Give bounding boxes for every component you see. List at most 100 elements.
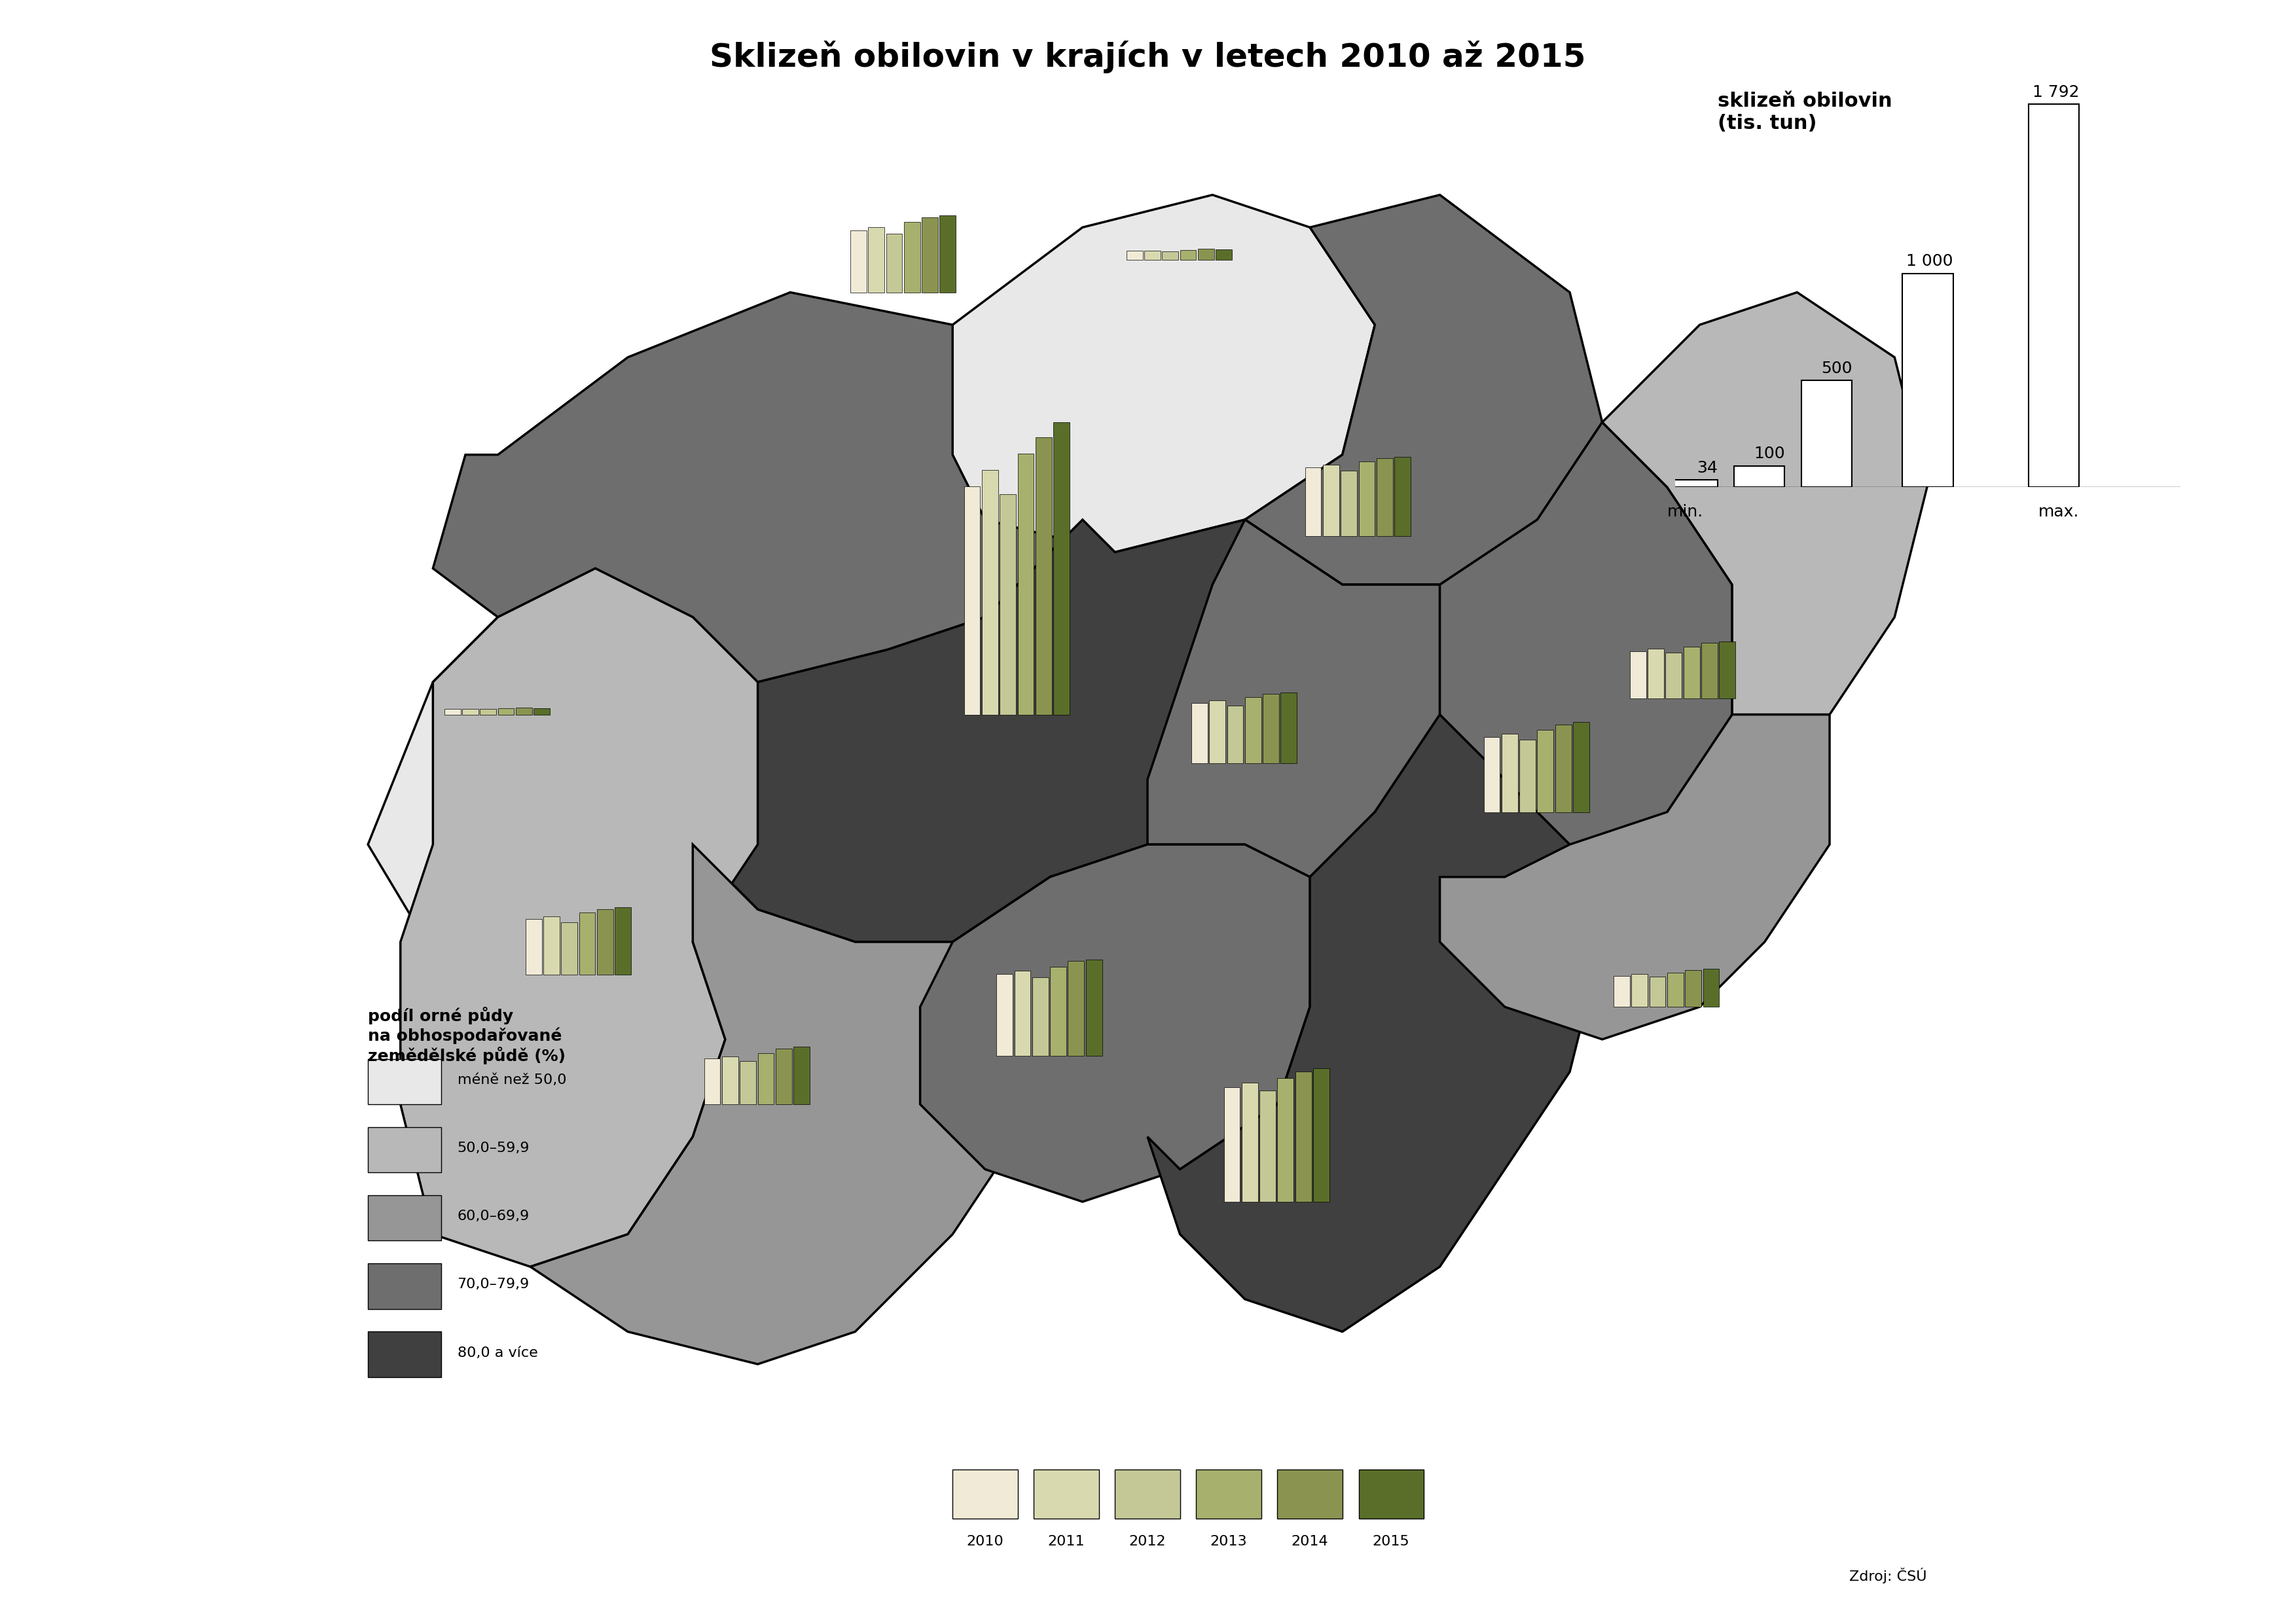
Bar — [904, 222, 920, 292]
Bar — [886, 234, 902, 292]
Bar — [1666, 653, 1682, 698]
Bar — [1033, 978, 1049, 1056]
Text: 500: 500 — [1820, 361, 1852, 377]
Bar — [578, 913, 594, 974]
Polygon shape — [920, 844, 1310, 1202]
Bar — [1538, 729, 1554, 812]
Bar — [1051, 966, 1067, 1056]
Bar — [1572, 723, 1588, 812]
Bar — [445, 710, 461, 715]
Bar — [794, 1046, 810, 1104]
Text: 1 792: 1 792 — [2033, 84, 2079, 101]
Bar — [1281, 692, 1297, 763]
Text: méně než 50,0: méně než 50,0 — [457, 1073, 567, 1086]
Text: 70,0–79,9: 70,0–79,9 — [457, 1278, 530, 1291]
Bar — [1802, 380, 1852, 487]
Bar — [1242, 1083, 1258, 1202]
Bar — [739, 1060, 755, 1104]
Bar — [367, 1263, 441, 1309]
Bar — [1650, 976, 1666, 1007]
Text: 80,0 a více: 80,0 a více — [457, 1346, 537, 1359]
Text: 100: 100 — [1753, 447, 1786, 461]
Bar — [367, 1195, 441, 1241]
Polygon shape — [1148, 520, 1439, 877]
Bar — [1685, 646, 1701, 698]
Polygon shape — [952, 195, 1375, 552]
Text: podíl orné půdy
na obhospodařované
zemědělské půdě (%): podíl orné půdy na obhospodařované zeměd… — [367, 1007, 565, 1064]
Bar — [1359, 1470, 1423, 1518]
Bar — [776, 1049, 792, 1104]
Bar — [757, 1052, 773, 1104]
Bar — [2029, 104, 2079, 487]
Bar — [1033, 1470, 1099, 1518]
Bar — [996, 974, 1012, 1056]
Bar — [1395, 456, 1411, 536]
Text: sklizeň obilovin
(tis. tun): sklizeň obilovin (tis. tun) — [1717, 93, 1891, 133]
Bar — [1191, 703, 1207, 763]
Text: Sklizeň obilovin v krajích v letech 2010 až 2015: Sklizeň obilovin v krajích v letech 2010… — [709, 41, 1586, 73]
Bar — [1719, 641, 1735, 698]
Text: max.: max. — [2038, 505, 2079, 520]
Text: 34: 34 — [1696, 460, 1717, 476]
Bar — [705, 1059, 721, 1104]
Bar — [868, 227, 884, 292]
Polygon shape — [1244, 195, 1602, 585]
Bar — [480, 708, 496, 715]
Bar — [1519, 739, 1535, 812]
Bar — [1377, 458, 1393, 536]
Bar — [1666, 481, 1717, 487]
Bar — [982, 469, 998, 715]
Bar — [367, 1059, 441, 1104]
Text: 2012: 2012 — [1129, 1535, 1166, 1548]
Polygon shape — [1439, 422, 1733, 877]
Bar — [1228, 705, 1244, 763]
Bar — [1632, 974, 1648, 1007]
Bar — [964, 486, 980, 715]
Bar — [1685, 970, 1701, 1007]
Text: min.: min. — [1666, 505, 1703, 520]
Bar — [923, 218, 939, 292]
Polygon shape — [1602, 292, 1928, 715]
Text: 60,0–69,9: 60,0–69,9 — [457, 1210, 530, 1223]
Bar — [1313, 1069, 1329, 1202]
Bar — [1359, 461, 1375, 536]
Polygon shape — [1148, 715, 1602, 1332]
Text: 50,0–59,9: 50,0–59,9 — [457, 1142, 530, 1155]
Bar — [367, 1127, 441, 1173]
Bar — [1629, 651, 1646, 698]
Bar — [1035, 437, 1051, 715]
Polygon shape — [530, 844, 1051, 1364]
Bar — [723, 1056, 739, 1104]
Bar — [526, 919, 542, 974]
Bar — [1067, 961, 1083, 1056]
Bar — [461, 708, 477, 715]
Bar — [1735, 466, 1786, 487]
Bar — [1903, 273, 1953, 487]
Bar — [1501, 734, 1517, 812]
Bar — [1244, 697, 1262, 763]
Polygon shape — [367, 568, 757, 1007]
Bar — [1648, 648, 1664, 698]
Bar — [939, 216, 955, 292]
Bar — [1014, 971, 1030, 1056]
Bar — [1262, 693, 1278, 763]
Bar — [1209, 700, 1226, 763]
Bar — [1001, 494, 1017, 715]
Bar — [1701, 643, 1717, 698]
Bar — [1115, 1470, 1180, 1518]
Bar — [597, 909, 613, 974]
Bar — [1161, 252, 1177, 260]
Polygon shape — [399, 568, 757, 1267]
Bar — [1017, 453, 1033, 715]
Bar — [1340, 471, 1356, 536]
Bar — [851, 231, 868, 292]
Text: 2011: 2011 — [1049, 1535, 1086, 1548]
Bar — [1180, 250, 1196, 260]
Bar — [1306, 468, 1322, 536]
Text: 2010: 2010 — [966, 1535, 1003, 1548]
Bar — [367, 1332, 441, 1377]
Bar — [615, 908, 631, 974]
Bar — [562, 922, 578, 974]
Bar — [1223, 1088, 1239, 1202]
Bar — [1294, 1072, 1310, 1202]
